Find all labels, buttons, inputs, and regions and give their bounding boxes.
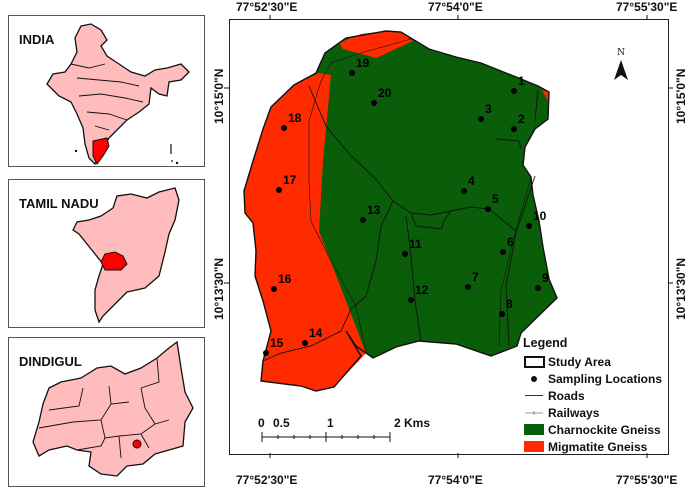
study-area-symbol-icon [523, 355, 545, 368]
sampling-point [465, 284, 471, 290]
tamilnadu-inset: TAMIL NADU [8, 179, 205, 328]
sampling-point-label: 1 [518, 74, 525, 88]
india-map [46, 23, 190, 166]
sampling-point [271, 286, 277, 292]
sampling-point-label: 13 [367, 203, 381, 217]
legend-item-migmatite: Migmatite Gneiss [523, 438, 662, 455]
sampling-point-label: 17 [283, 173, 297, 187]
sampling-point-label: 4 [468, 174, 475, 188]
legend-label: Migmatite Gneiss [548, 439, 648, 454]
legend-item-charnockite: Charnockite Gneiss [523, 421, 662, 438]
legend-label: Sampling Locations [548, 371, 663, 386]
sampling-point-label: 8 [506, 297, 513, 311]
north-label: N [617, 48, 625, 58]
sampling-point-label: 3 [485, 102, 492, 116]
tamilnadu-map [72, 187, 180, 324]
sampling-point [408, 297, 414, 303]
sampling-point [500, 249, 506, 255]
legend-item-study-area: Study Area [523, 353, 662, 370]
sampling-point [485, 206, 491, 212]
scale-label: 2 Kms [394, 416, 431, 430]
top-lon-label: 77°55'30"E [616, 0, 678, 14]
scale-label: 1 [327, 416, 334, 430]
inset-title: INDIA [19, 32, 55, 47]
sampling-point-label: 18 [288, 111, 302, 125]
sampling-point-label: 12 [415, 283, 429, 297]
dot-icon [531, 375, 537, 382]
sampling-point-label: 11 [409, 237, 422, 251]
sampling-point-label: 19 [356, 56, 370, 70]
sampling-point-label: 14 [309, 326, 323, 340]
legend-label: Study Area [548, 354, 611, 369]
sampling-point-label: 16 [278, 272, 292, 286]
sampling-point [461, 188, 467, 194]
inset-title: TAMIL NADU [19, 196, 99, 211]
bottom-lon-label: 77°52'30"E [236, 473, 298, 487]
sampling-point-label: 9 [542, 271, 549, 285]
right-lat-label: 10°13'30"N [674, 257, 688, 320]
right-lat-label: 10°15'0"N [674, 68, 688, 124]
legend-item-sampling: Sampling Locations [523, 370, 662, 387]
sampling-point [511, 88, 517, 94]
bottom-lon-label: 77°54'0"E [428, 473, 483, 487]
sampling-point-label: 7 [472, 270, 479, 284]
legend-label: Railways [548, 405, 600, 420]
railway-line-icon [525, 410, 543, 415]
legend-label: Charnockite Gneiss [548, 422, 661, 437]
sampling-point [402, 251, 408, 257]
sampling-point-label: 10 [533, 209, 547, 223]
left-lat-label: 10°13'30"N [212, 257, 226, 320]
sampling-point-label: 5 [492, 192, 499, 206]
legend-title: Legend [523, 336, 568, 350]
charnockite-swatch-icon [524, 424, 544, 435]
bottom-lon-label: 77°55'30"E [616, 473, 678, 487]
dindigul-map [32, 340, 194, 477]
sampling-point [511, 126, 517, 132]
sampling-point [360, 217, 366, 223]
top-lon-label: 77°52'30"E [236, 0, 298, 14]
dindigul-inset: DINDIGUL [8, 337, 205, 487]
left-lat-label: 10°15'0"N [212, 68, 226, 124]
sampling-point-label: 20 [378, 86, 392, 100]
sampling-point [281, 125, 287, 131]
north-arrow-icon [614, 60, 628, 80]
sampling-point [499, 311, 505, 317]
sampling-point [263, 350, 269, 356]
india-inset: INDIA [8, 15, 205, 167]
sampling-point [276, 187, 282, 193]
map-legend: Legend Study Area Sampling Locations Roa… [523, 336, 662, 455]
top-lon-label: 77°54'0"E [428, 0, 483, 14]
sampling-point-label: 2 [518, 112, 525, 126]
sampling-point [478, 116, 484, 122]
scale-label: 0.5 [273, 416, 290, 430]
migmatite-swatch-icon [524, 441, 544, 452]
legend-label: Roads [548, 388, 585, 403]
scale-bar-graphic [261, 432, 391, 442]
sampling-point-label: 6 [507, 235, 514, 249]
road-line-icon [525, 395, 543, 396]
sampling-point [526, 223, 532, 229]
sampling-point [535, 285, 541, 291]
sampling-point [349, 70, 355, 76]
legend-item-railways: Railways [523, 404, 662, 421]
sampling-point [371, 100, 377, 106]
north-arrow: N [610, 48, 632, 87]
legend-item-roads: Roads [523, 387, 662, 404]
sampling-point [302, 340, 308, 346]
inset-title: DINDIGUL [19, 354, 82, 369]
sampling-point-label: 15 [270, 336, 284, 350]
scale-label: 0 [258, 416, 265, 430]
